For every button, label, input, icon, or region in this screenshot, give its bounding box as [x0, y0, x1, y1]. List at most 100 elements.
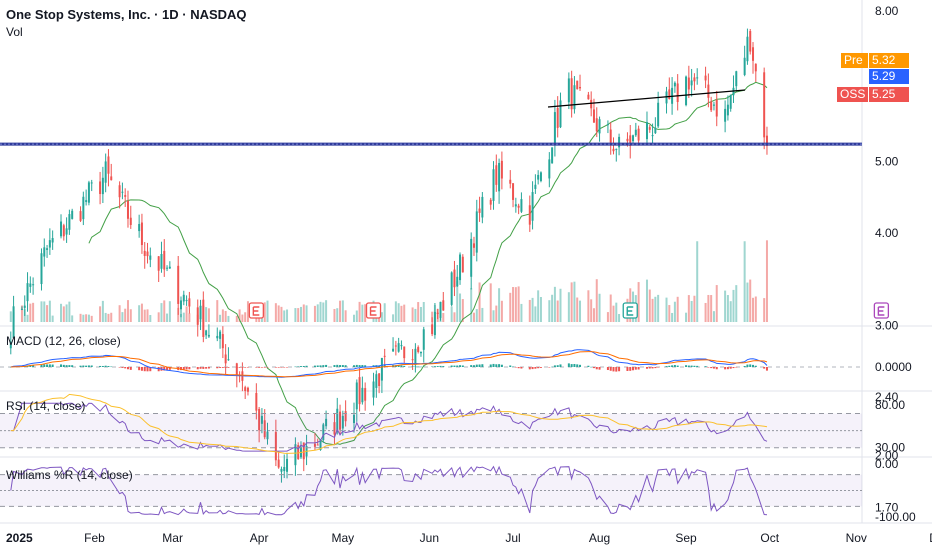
- macd-bar: [539, 367, 542, 368]
- macd-bar: [85, 365, 88, 367]
- volume-bar: [90, 315, 93, 322]
- volume-bar: [606, 312, 609, 322]
- candle: [227, 359, 230, 361]
- macd-bar: [645, 367, 648, 369]
- volume-bar: [9, 311, 12, 322]
- volume-bar: [182, 312, 185, 322]
- candle: [676, 83, 679, 103]
- macd-bar: [606, 367, 609, 371]
- volume-bar: [280, 306, 283, 322]
- volume-bar: [325, 300, 328, 322]
- volume-bar: [715, 285, 718, 322]
- macd-bar: [657, 367, 660, 368]
- macd-bar: [361, 365, 364, 367]
- volume-bar: [553, 286, 556, 322]
- volume-bar: [475, 309, 478, 322]
- candle: [283, 467, 286, 472]
- rsi-ma-line: [10, 393, 768, 454]
- macd-bar: [294, 366, 297, 368]
- moving-average-line: [88, 81, 768, 446]
- volume-bar: [146, 309, 149, 322]
- candle: [754, 63, 757, 72]
- candle: [626, 138, 629, 142]
- macd-bar: [495, 364, 498, 367]
- candle: [587, 94, 590, 100]
- macd-bar: [9, 367, 12, 368]
- volume-bar: [263, 302, 266, 322]
- macd-bar: [199, 367, 202, 369]
- volume-bar: [394, 301, 397, 322]
- macd-bar: [219, 367, 222, 368]
- macd-bar: [743, 365, 746, 367]
- macd-bar: [188, 367, 191, 370]
- macd-bar: [665, 366, 668, 367]
- volume-bar: [592, 308, 595, 322]
- candle: [556, 108, 559, 128]
- macd-bar: [319, 365, 322, 367]
- volume-bar: [637, 282, 640, 322]
- candle: [82, 196, 85, 220]
- volume-bar: [417, 302, 420, 322]
- candle: [294, 444, 297, 466]
- candle: [325, 418, 328, 427]
- volume-bar: [68, 301, 71, 322]
- macd-bar: [626, 367, 629, 371]
- volume-bar: [609, 294, 612, 322]
- macd-bar: [180, 367, 182, 371]
- macd-bar: [90, 365, 93, 367]
- candle: [20, 308, 23, 310]
- volume-bar: [489, 283, 492, 322]
- macd-bar: [629, 367, 632, 371]
- macd-label: MACD (12, 26, close): [6, 334, 121, 348]
- volume-bar: [567, 292, 570, 322]
- candle: [576, 80, 579, 90]
- volume-bar: [224, 310, 227, 322]
- candle: [188, 298, 191, 307]
- volume-bar: [551, 294, 554, 322]
- candle: [598, 119, 601, 134]
- volume-bar: [87, 314, 90, 322]
- candle: [146, 251, 149, 257]
- candle: [107, 156, 110, 174]
- candle: [101, 177, 104, 195]
- macd-bar: [478, 364, 481, 367]
- candle: [71, 210, 74, 219]
- macd-bar: [651, 367, 654, 369]
- volume-bar: [40, 301, 43, 322]
- volume-bar: [302, 304, 305, 322]
- macd-bar: [472, 365, 475, 367]
- macd-bar: [397, 365, 400, 367]
- macd-bar: [433, 366, 436, 367]
- candle: [48, 240, 51, 248]
- volume-bar: [235, 315, 238, 322]
- candle: [724, 108, 727, 122]
- macd-bar: [598, 367, 601, 370]
- williams-band: [0, 474, 862, 507]
- volume-bar: [266, 300, 269, 322]
- candle: [138, 223, 141, 232]
- volume-bar: [590, 299, 593, 322]
- macd-bar: [436, 366, 439, 367]
- candle: [411, 359, 414, 361]
- candle: [595, 118, 598, 132]
- volume-bar: [82, 314, 85, 322]
- candle: [244, 387, 247, 391]
- macd-bar: [353, 365, 355, 367]
- candle: [592, 109, 595, 123]
- volume-bar: [456, 281, 459, 322]
- rsi-tick-label: 30.00: [875, 441, 905, 455]
- macd-bar: [461, 365, 464, 367]
- candle: [707, 84, 710, 98]
- macd-bar: [65, 365, 68, 367]
- price-tick-label: 4.00: [875, 226, 899, 240]
- candle: [746, 36, 749, 62]
- macd-bar: [82, 365, 85, 367]
- macd-bar: [71, 365, 74, 367]
- volume-bar: [712, 311, 715, 322]
- candle: [140, 222, 143, 246]
- candle: [65, 228, 68, 235]
- candle: [166, 267, 169, 269]
- price-tick-label: 1.70: [875, 500, 899, 514]
- macd-bar: [216, 367, 219, 369]
